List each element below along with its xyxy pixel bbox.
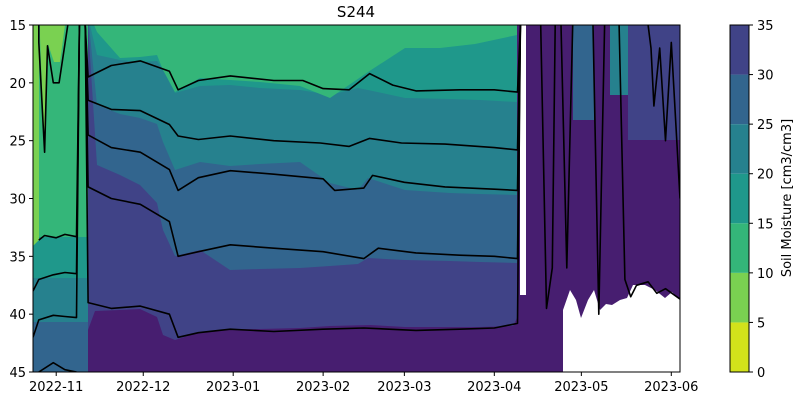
right-column-15-20 xyxy=(610,25,628,95)
left-band-10-15 xyxy=(33,237,88,278)
y-axis: 15 20 25 30 35 40 45 xyxy=(9,19,33,381)
y-tick-label: 20 xyxy=(9,77,26,92)
colorbar-tick-label: 20 xyxy=(757,168,774,183)
contour-line-13 xyxy=(618,25,680,300)
contour-line-8 xyxy=(84,25,522,260)
colorbar-tick-label: 0 xyxy=(757,366,765,381)
colorbar-swatch xyxy=(730,124,749,174)
colorbar-label: Soil Moisture [cm3/cm3] xyxy=(780,119,795,277)
colorbar-tick-label: 10 xyxy=(757,267,774,282)
contour-line-6 xyxy=(84,25,522,151)
missing-data-gap xyxy=(520,25,526,295)
y-tick-label: 40 xyxy=(9,308,26,323)
contour-lines xyxy=(33,25,680,372)
colorbar-swatch xyxy=(730,223,749,273)
y-tick-label: 15 xyxy=(9,19,26,34)
contour-line-3 xyxy=(38,361,77,372)
missing-data-region xyxy=(563,285,680,372)
contour-line-10 xyxy=(539,25,556,310)
y-tick-label: 35 xyxy=(9,250,26,265)
colorbar-swatch xyxy=(730,272,749,323)
colorbar-tick-label: 35 xyxy=(757,19,774,34)
colorbar-tick-label: 30 xyxy=(757,69,774,84)
contour-line-14 xyxy=(647,25,680,199)
colorbar-tick-label: 15 xyxy=(757,217,774,232)
y-tick-label: 25 xyxy=(9,135,26,150)
x-tick-label: 2023-02 xyxy=(296,380,350,395)
contour-line-4 xyxy=(37,25,69,153)
left-band-15-20 xyxy=(33,278,88,322)
left-band-20-25 xyxy=(33,322,88,372)
band-5-10-top xyxy=(96,25,517,30)
x-tick-label: 2023-01 xyxy=(206,380,260,395)
chart-title: S244 xyxy=(337,3,375,21)
right-column-20-25 xyxy=(573,25,594,120)
contour-line-5 xyxy=(84,25,522,93)
colorbar-swatch xyxy=(730,74,749,125)
contour-line-7 xyxy=(84,25,522,192)
colorbar-tick-label: 25 xyxy=(757,118,774,133)
colorbar-swatch xyxy=(730,25,749,75)
x-axis: 2022-11 2022-12 2023-01 2023-02 2023-03 2023-… xyxy=(29,372,698,395)
contour-line-9 xyxy=(84,25,522,339)
contour-line-2 xyxy=(33,25,81,338)
colorbar-frame xyxy=(729,24,750,373)
x-tick-label: 2023-06 xyxy=(644,380,698,395)
left-band-0-5-green xyxy=(33,25,65,210)
colorbar-swatch xyxy=(730,322,749,372)
colorbar-swatch xyxy=(730,173,749,224)
x-tick-label: 2023-04 xyxy=(467,380,521,395)
contour-line-12 xyxy=(592,25,606,316)
right-column-25-30 xyxy=(628,25,680,140)
x-tick-label: 2023-05 xyxy=(554,380,608,395)
y-tick-label: 30 xyxy=(9,193,26,208)
x-tick-label: 2022-11 xyxy=(29,380,83,395)
contour-line-11 xyxy=(560,25,574,269)
colorbar-tick-label: 5 xyxy=(757,316,765,331)
band-5-10 xyxy=(94,25,517,98)
left-light-strip xyxy=(33,25,39,246)
y-tick-label: 45 xyxy=(9,366,26,381)
x-tick-label: 2023-03 xyxy=(377,380,431,395)
x-tick-label: 2022-12 xyxy=(116,380,170,395)
plot-area xyxy=(33,25,680,372)
colorbar: 0 5 10 15 20 25 30 35 xyxy=(729,19,774,381)
